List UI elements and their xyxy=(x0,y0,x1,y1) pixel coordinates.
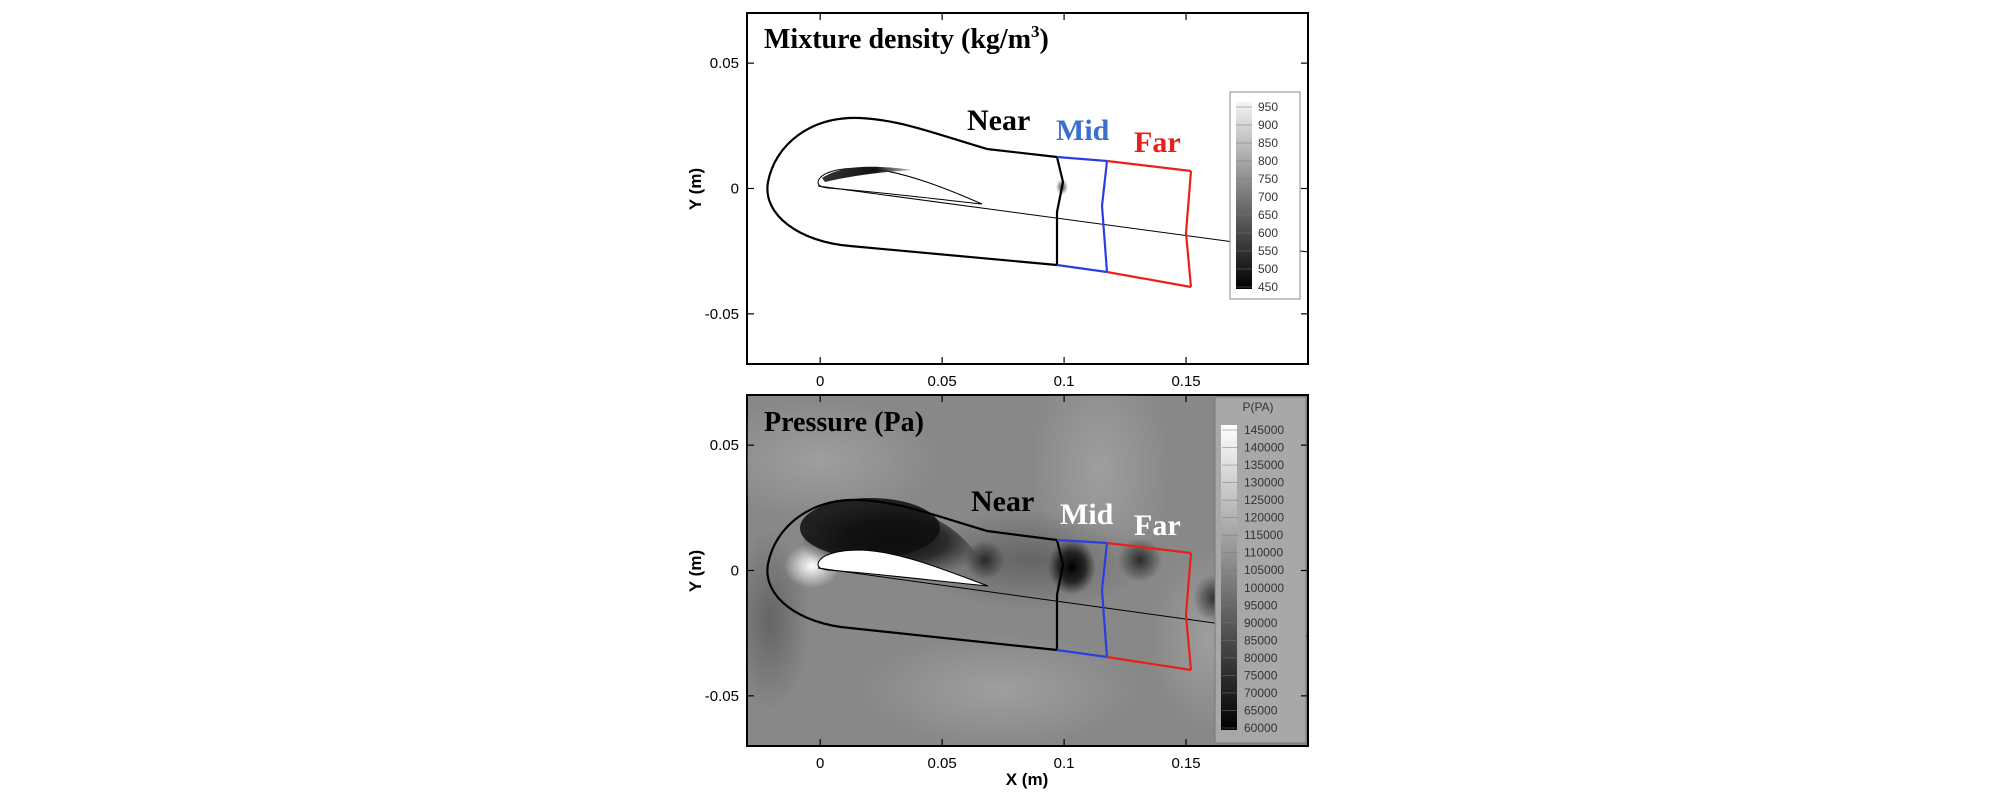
density-legend-label: 700 xyxy=(1258,190,1278,204)
density-legend-label: 650 xyxy=(1258,208,1278,222)
pressure-legend-label: 105000 xyxy=(1244,563,1284,577)
pressure-legend-title: P(PA) xyxy=(1242,400,1273,414)
pressure-legend-label: 110000 xyxy=(1244,546,1283,560)
pressure-panel: Pressure (Pa) Near Mid Far P(PA) 145000 1… xyxy=(686,394,1309,789)
pressure-legend: P(PA) 145000 140000 135000 130000 125000 1200… xyxy=(1214,396,1307,744)
pressure-legend-label: 115000 xyxy=(1244,528,1283,542)
pressure-legend-label: 130000 xyxy=(1244,476,1284,490)
density-label-mid: Mid xyxy=(1056,114,1110,147)
density-wake-line xyxy=(817,185,1308,253)
pressure-legend-label: 120000 xyxy=(1244,511,1284,525)
pressure-ytick-label: -0.05 xyxy=(705,688,739,705)
pressure-legend-label: 95000 xyxy=(1244,598,1278,612)
density-legend-label: 450 xyxy=(1258,280,1278,294)
pressure-legend-label: 65000 xyxy=(1244,703,1278,717)
density-ytick-label: 0 xyxy=(731,181,739,198)
density-mid-top xyxy=(1056,155,1108,163)
density-panel: Mixture density (kg/m3) Near Mid Far 950… xyxy=(686,12,1309,390)
pressure-ytick-label: 0 xyxy=(731,563,739,580)
density-far-bottom xyxy=(1106,270,1192,289)
pressure-legend-label: 75000 xyxy=(1244,668,1278,682)
pressure-mid-top xyxy=(1056,538,1108,545)
pressure-legend-label: 145000 xyxy=(1244,423,1284,437)
pressure-bg-light-2 xyxy=(860,635,1140,745)
density-mid-far-divider xyxy=(1100,160,1109,273)
pressure-legend-label: 125000 xyxy=(1244,493,1284,507)
density-xtick-label: 0.15 xyxy=(1171,373,1200,390)
pressure-label-mid: Mid xyxy=(1060,498,1114,531)
pressure-hydrofoil xyxy=(817,549,989,587)
pressure-far-top xyxy=(1106,541,1192,555)
pressure-label-far: Far xyxy=(1134,509,1181,542)
density-far-top xyxy=(1106,159,1192,173)
density-label-far: Far xyxy=(1134,126,1181,159)
density-ylabel: Y (m) xyxy=(686,168,705,210)
density-ytick-label: -0.05 xyxy=(705,306,739,323)
density-xtick-label: 0.05 xyxy=(928,373,957,390)
pressure-mid-bottom xyxy=(1056,648,1108,659)
pressure-legend-label: 140000 xyxy=(1244,441,1284,455)
density-legend: 950 900 850 800 750 700 650 600 550 500 450 xyxy=(1229,91,1301,300)
pressure-xlabel: X (m) xyxy=(1006,770,1049,789)
density-boundary xyxy=(766,116,1058,267)
density-ytick-label: 0.05 xyxy=(710,55,739,72)
density-xtick-label: 0 xyxy=(816,373,824,390)
pressure-legend-label: 70000 xyxy=(1244,686,1278,700)
pressure-xtick-label: 0.05 xyxy=(928,755,957,772)
density-xtick-label: 0.1 xyxy=(1054,373,1075,390)
density-mid-bottom xyxy=(1056,263,1108,274)
pressure-suction-core xyxy=(800,498,940,558)
pressure-field xyxy=(747,395,1308,745)
density-field xyxy=(766,116,1308,289)
pressure-title: Pressure (Pa) xyxy=(764,407,924,438)
pressure-legend-label: 100000 xyxy=(1244,581,1284,595)
pressure-mid-far-divider xyxy=(1100,542,1109,658)
pressure-legend-label: 80000 xyxy=(1244,651,1278,665)
pressure-xtick-label: 0 xyxy=(816,755,824,772)
pressure-label-near: Near xyxy=(971,485,1034,518)
pressure-boundary xyxy=(766,498,1058,652)
density-legend-label: 750 xyxy=(1258,172,1278,186)
density-title: Mixture density (kg/m3) xyxy=(764,22,1049,55)
density-legend-label: 950 xyxy=(1258,100,1278,114)
pressure-legend-label: 135000 xyxy=(1244,458,1284,472)
pressure-far-outlet xyxy=(1184,552,1193,671)
pressure-xtick-label: 0.15 xyxy=(1171,755,1200,772)
pressure-bg-light-1 xyxy=(747,400,940,520)
density-label-near: Near xyxy=(967,104,1030,137)
density-legend-label: 500 xyxy=(1258,262,1278,276)
density-legend-label: 850 xyxy=(1258,136,1278,150)
pressure-vortex-2 xyxy=(1048,539,1096,595)
density-legend-label: 600 xyxy=(1258,226,1278,240)
density-near-mid-divider xyxy=(1055,156,1065,265)
pressure-legend-label: 85000 xyxy=(1244,633,1278,647)
pressure-ylabel: Y (m) xyxy=(686,550,705,592)
pressure-vortex-1 xyxy=(965,540,1005,580)
pressure-legend-label: 60000 xyxy=(1244,721,1278,735)
pressure-far-bottom xyxy=(1106,655,1192,672)
pressure-legend-label: 90000 xyxy=(1244,616,1278,630)
pressure-ytick-label: 0.05 xyxy=(710,437,739,454)
density-cavity-streak xyxy=(822,166,912,182)
density-colorbar xyxy=(1236,102,1252,289)
density-legend-label: 900 xyxy=(1258,118,1278,132)
density-legend-label: 800 xyxy=(1258,154,1278,168)
pressure-colorbar xyxy=(1221,425,1237,730)
pressure-boundary-top xyxy=(986,529,1058,542)
density-boundary-top xyxy=(986,147,1058,159)
pressure-near-mid-divider xyxy=(1055,539,1065,650)
pressure-xtick-label: 0.1 xyxy=(1054,755,1075,772)
density-legend-label: 550 xyxy=(1258,244,1278,258)
density-far-outlet xyxy=(1184,170,1193,288)
